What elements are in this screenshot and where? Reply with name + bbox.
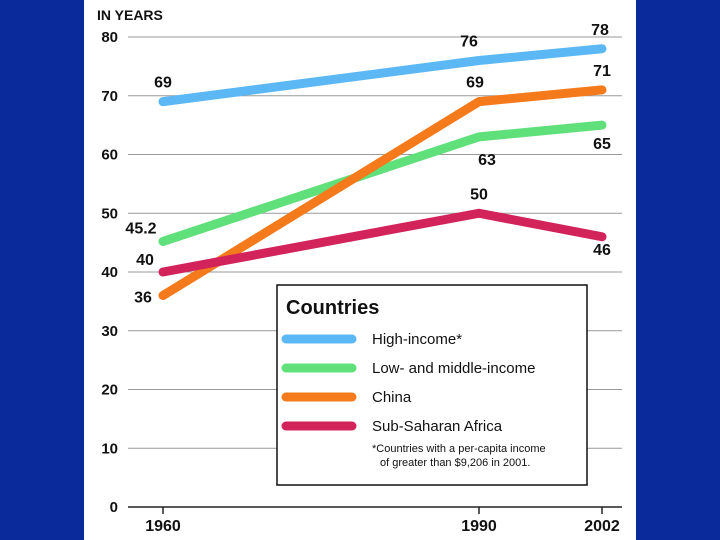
data-label: 76 <box>460 34 478 51</box>
data-label: 50 <box>470 186 488 203</box>
legend: Countries High-income* Low- and middle-in… <box>276 284 588 486</box>
legend-item-label: Sub-Saharan Africa <box>372 418 503 435</box>
series-line-china <box>158 85 607 300</box>
data-label: 65 <box>593 136 611 153</box>
data-label: 69 <box>154 75 172 92</box>
y-tick-label: 50 <box>101 205 118 222</box>
data-label: 69 <box>466 75 484 92</box>
y-tick-label: 0 <box>110 499 118 516</box>
legend-footnote-line1: *Countries with a per-capita income <box>372 443 546 455</box>
y-tick-label: 10 <box>101 440 118 457</box>
y-tick-label: 80 <box>101 29 118 46</box>
data-label: 78 <box>591 22 609 39</box>
legend-item-label: China <box>372 389 412 406</box>
y-tick-label: 20 <box>101 382 118 399</box>
y-tick-label: 60 <box>101 147 118 164</box>
data-label: 36 <box>134 290 152 307</box>
legend-footnote-line2: of greater than $9,206 in 2001. <box>380 457 530 469</box>
legend-item-label: Low- and middle-income <box>372 360 535 377</box>
x-tick-label: 2002 <box>584 518 620 535</box>
y-axis-label: IN YEARS <box>97 7 163 23</box>
data-label: 71 <box>593 63 611 80</box>
y-tick-label: 70 <box>101 88 118 105</box>
legend-box <box>276 284 588 486</box>
x-tick-label: 1960 <box>145 518 181 535</box>
legend-item-label: High-income* <box>372 331 462 348</box>
data-label: 46 <box>593 242 611 259</box>
y-tick-label: 30 <box>101 323 118 340</box>
y-tick-label: 40 <box>101 264 118 281</box>
legend-title: Countries <box>286 297 379 319</box>
x-tick-label: 1990 <box>461 518 497 535</box>
data-label: 63 <box>478 152 496 169</box>
series-line-low-and-middle-income <box>158 120 607 246</box>
data-label: 40 <box>136 252 154 269</box>
data-label: 45.2 <box>125 220 156 237</box>
series-line-sub-saharan-africa <box>158 208 607 277</box>
series-line-high-income <box>158 44 607 107</box>
